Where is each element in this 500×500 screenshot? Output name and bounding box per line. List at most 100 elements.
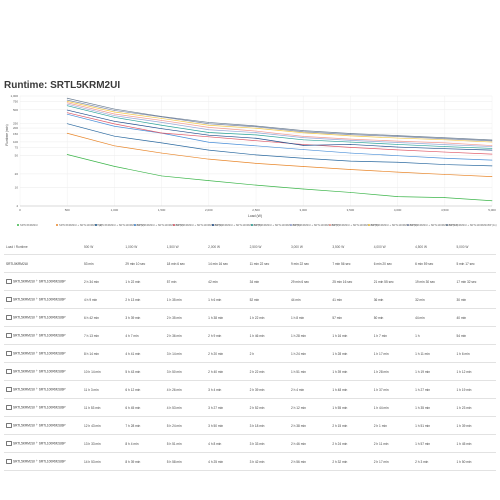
data-point (208, 123, 210, 125)
legend-swatch (290, 224, 292, 226)
configuration-cell: SRTL5KRM2UI+SRTL100RM2UBP (4, 452, 82, 471)
data-point (208, 158, 210, 160)
runtime-cell: 11 h 3 min (82, 380, 124, 399)
plus-sign: + (35, 279, 38, 284)
y-tick-label: 75 (15, 146, 19, 150)
legend-swatch (173, 224, 175, 226)
runtime-cell: 36 min (371, 290, 414, 309)
battery-pack-model: SRTL100RM2UBP (38, 315, 66, 320)
x-tick-label: 2,500 (252, 208, 260, 212)
legend-label: SRTL5KRM2UI + SRTL100RM2UBP (5) (215, 223, 261, 227)
battery-pack-icon (6, 315, 12, 320)
data-point (350, 135, 351, 137)
series-line-3 (67, 123, 493, 167)
data-point (208, 136, 210, 138)
runtime-cell: 1 h 7 min (371, 326, 414, 345)
data-point (397, 149, 398, 151)
configuration-cell: SRTL5KRM2UI+SRTL100RM2UBP (4, 380, 82, 399)
data-point (350, 134, 351, 135)
header-load-column: 4,500 W (413, 240, 455, 255)
y-tick-label: 500 (13, 108, 18, 112)
runtime-cell: 1 h 22 min (247, 308, 289, 327)
data-point (491, 141, 493, 143)
legend-label: SRTL5KRM2UI + SRTL100RMBP (1) (59, 223, 102, 227)
y-tick-label: 4 (16, 204, 18, 208)
table-row: SRTL5KRM2UI+SRTL100RM2UBP 7 h 13 min 4 h 7… (4, 326, 496, 345)
data-point (302, 149, 304, 150)
legend-item: SRTL5KRM2UI + SRTL100RM2UBP (5) (212, 223, 261, 227)
runtime-cell: 14 h 53 min (82, 452, 124, 471)
plus-sign: + (35, 441, 38, 446)
data-point (302, 188, 304, 190)
series-line-4 (67, 113, 493, 161)
runtime-cell: 1 h 28 min (288, 326, 331, 345)
runtime-cell: 44 min (288, 290, 331, 309)
plus-sign: + (35, 369, 38, 374)
runtime-cell: 3 h 14 min (164, 344, 207, 363)
runtime-cell: 2 h 40 min (206, 362, 248, 381)
data-point (491, 139, 493, 141)
data-point (255, 145, 257, 147)
data-point (350, 139, 351, 141)
configuration-cell: SRTL5KRM2UI+SRTL100RM2UBP (4, 272, 82, 291)
data-point (114, 166, 115, 167)
data-point (350, 160, 351, 162)
data-point (255, 125, 257, 127)
data-point (255, 127, 257, 129)
data-point (350, 138, 351, 140)
legend-item: SRTL5KRM2UI + SRTL100RM2UBP (6) (251, 223, 300, 227)
x-tick-label: 4,000 (394, 208, 402, 212)
data-point (255, 126, 257, 128)
legend-label: SRTL5KRM2UI + SRTL100RM2UBP (3) (137, 223, 183, 227)
header-load-column: 2,000 W (206, 240, 248, 255)
series-line-9 (67, 102, 493, 146)
data-point (444, 174, 446, 175)
ups-model: SRTL5KRM2UI (13, 405, 35, 410)
runtime-cell: 4 h 26 min (164, 380, 207, 399)
battery-pack-icon (6, 441, 12, 446)
runtime-cell: 1 h 11 min (413, 344, 455, 363)
data-point (255, 137, 257, 139)
series-line-1 (67, 154, 493, 202)
x-tick-label: 5,000 (488, 208, 496, 212)
data-point (491, 149, 493, 151)
battery-pack-icon (6, 369, 12, 374)
data-point (255, 184, 257, 186)
x-tick-label: 1,000 (111, 208, 119, 212)
data-point (397, 135, 398, 136)
legend-label: SRTL5KRM2UI + SRTL100RM2UBP (7) (293, 223, 339, 227)
y-tick-label: 100 (13, 140, 18, 144)
runtime-cell: 14 min 16 sec (206, 254, 248, 273)
header-load-column: 4,000 W (371, 240, 414, 255)
runtime-cell: 2 h 36 min (164, 326, 207, 345)
battery-pack-icon (6, 405, 12, 410)
runtime-cell: 30 min (454, 290, 496, 309)
data-point (161, 116, 162, 117)
data-point (161, 124, 162, 126)
data-point (161, 120, 162, 121)
data-point (350, 144, 351, 145)
runtime-cell: 1 h 44 min (371, 398, 414, 417)
battery-pack-model: SRTL100RM2UBP (38, 297, 66, 302)
data-point (255, 140, 257, 142)
runtime-cell: 8 h 4 min (123, 434, 165, 453)
legend-swatch (407, 224, 409, 226)
runtime-cell: 19 min 30 sec (413, 272, 455, 291)
data-point (491, 153, 493, 155)
runtime-cell: 1 h 50 min (454, 452, 496, 471)
runtime-cell: 10 h 14 min (82, 362, 124, 381)
runtime-cell: 3 h 42 min (247, 452, 289, 471)
runtime-cell: 1 h 23 min (454, 398, 496, 417)
data-point (66, 101, 68, 102)
runtime-cell: 13 h 33 min (82, 434, 124, 453)
data-point (66, 99, 68, 101)
configuration-cell: SRTL5KRM2UI+SRTL100RM2UBP (4, 398, 82, 417)
battery-pack-model: SRTL100RM2UBP (38, 423, 66, 428)
legend-swatch (17, 224, 19, 226)
runtime-cell: 1 h 51 min (413, 416, 455, 435)
runtime-cell: 6 h 12 min (123, 380, 165, 399)
series-line-11 (67, 99, 493, 142)
ups-model: SRTL5KRM2UI (13, 279, 35, 284)
